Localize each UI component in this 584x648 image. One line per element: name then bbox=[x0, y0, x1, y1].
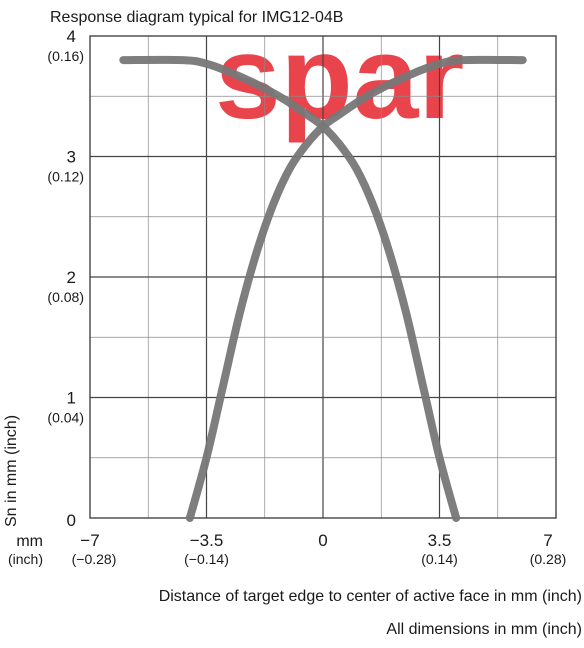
watermark-layer: spar bbox=[215, 12, 464, 144]
response-curve-1 bbox=[119, 55, 461, 522]
y-tick-inch-label: (0.08) bbox=[47, 289, 84, 305]
x-tick-inch-label: (−0.28) bbox=[72, 551, 117, 567]
x-axis-label: Distance of target edge to center of act… bbox=[159, 588, 582, 605]
x-tick-inch-label: (−0.14) bbox=[184, 551, 229, 567]
plot-frame bbox=[89, 35, 557, 519]
grid-layer bbox=[89, 35, 557, 519]
y-tick-label: 3 bbox=[67, 148, 76, 167]
y-tick-label: 1 bbox=[67, 389, 76, 408]
curve-layer bbox=[119, 55, 527, 522]
x-tick-label: 3.5 bbox=[428, 531, 452, 550]
y-tick-label: 0 bbox=[67, 511, 76, 530]
x-unit-inch-label: (inch) bbox=[8, 551, 43, 567]
y-tick-inch-label: (0.16) bbox=[47, 48, 84, 64]
y-axis-label: Sn in mm (inch) bbox=[3, 415, 20, 527]
x-tick-label: −7 bbox=[80, 531, 99, 550]
response-curve-2 bbox=[185, 55, 527, 522]
chart-title: Response diagram typical for IMG12-04B bbox=[50, 9, 343, 26]
footnote: All dimensions in mm (inch) bbox=[386, 621, 582, 638]
y-tick-inch-label: (0.04) bbox=[47, 410, 84, 426]
x-tick-label: −3.5 bbox=[190, 531, 224, 550]
label-layer: Response diagram typical for IMG12-04B S… bbox=[3, 9, 582, 638]
x-tick-label: 7 bbox=[543, 531, 552, 550]
watermark-logo-text: spar bbox=[215, 12, 464, 144]
y-tick-label: 4 bbox=[67, 27, 76, 46]
x-tick-inch-label: (0.14) bbox=[421, 551, 458, 567]
y-tick-label: 2 bbox=[67, 268, 76, 287]
y-tick-inch-label: (0.12) bbox=[47, 169, 84, 185]
tick-layer: 0 1 (0.04) 2 (0.08) 3 (0.12) 4 (0.16) −7(−0.28) −3… bbox=[47, 27, 566, 567]
x-unit-mm-label: mm bbox=[16, 533, 43, 550]
x-tick-label: 0 bbox=[318, 531, 327, 550]
x-tick-inch-label: (0.28) bbox=[530, 551, 567, 567]
